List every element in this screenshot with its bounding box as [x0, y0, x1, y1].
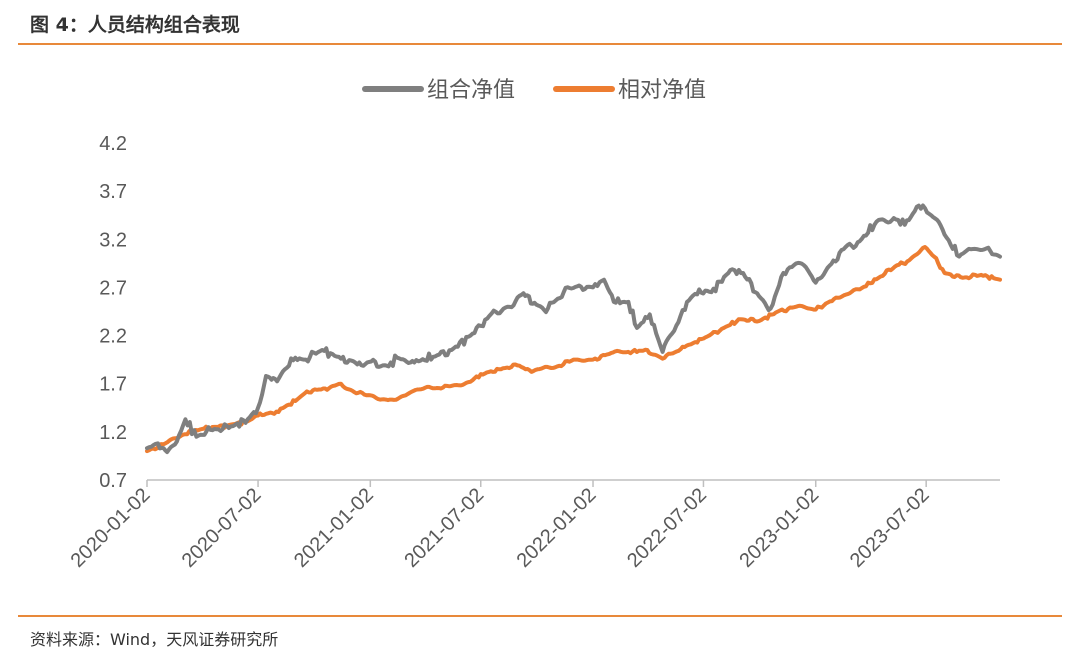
chart-legend: 组合净值 相对净值 [362, 78, 706, 103]
y-tick-label: 2.2 [99, 326, 127, 348]
series-group [145, 203, 1002, 455]
y-tick-label: 1.7 [99, 374, 127, 396]
x-tick-label: 2021-07-02 [400, 484, 488, 572]
y-tick-label: 4.2 [99, 133, 127, 155]
y-tick-label: 1.2 [99, 422, 127, 444]
x-tick-label: 2021-01-02 [290, 484, 378, 572]
x-axis: 2020-01-02 2020-07-02 2021-01-02 2021-07-02… [67, 479, 1000, 572]
series-line-portfolio [145, 203, 1002, 455]
line-chart: 组合净值 相对净值 4.2 3.7 3.2 2.7 2.2 1.7 1.2 0.7 2020-0… [67, 78, 1002, 572]
title-rule [18, 43, 1062, 45]
x-tick-label: 2020-01-02 [67, 484, 155, 572]
legend-label-relative: 相对净值 [618, 78, 706, 103]
y-tick-label: 3.2 [99, 229, 127, 251]
y-tick-label: 2.7 [99, 277, 127, 299]
series-line-relative [145, 245, 1002, 454]
x-tick-label: 2022-07-02 [623, 484, 711, 572]
x-tick-label: 2020-07-02 [178, 484, 266, 572]
y-axis: 4.2 3.7 3.2 2.7 2.2 1.7 1.2 0.7 [99, 133, 127, 492]
x-tick-label: 2022-01-02 [513, 484, 601, 572]
source-rule [18, 615, 1062, 617]
y-tick-label: 3.7 [99, 181, 127, 203]
legend-label-portfolio: 组合净值 [427, 78, 515, 103]
x-tick-label: 2023-07-02 [846, 484, 934, 572]
x-tick-label: 2023-01-02 [735, 484, 823, 572]
source-note: 资料来源：Wind，天风证券研究所 [30, 630, 279, 649]
y-tick-label: 0.7 [99, 470, 127, 492]
figure-title: 图 4：人员结构组合表现 [30, 14, 240, 36]
